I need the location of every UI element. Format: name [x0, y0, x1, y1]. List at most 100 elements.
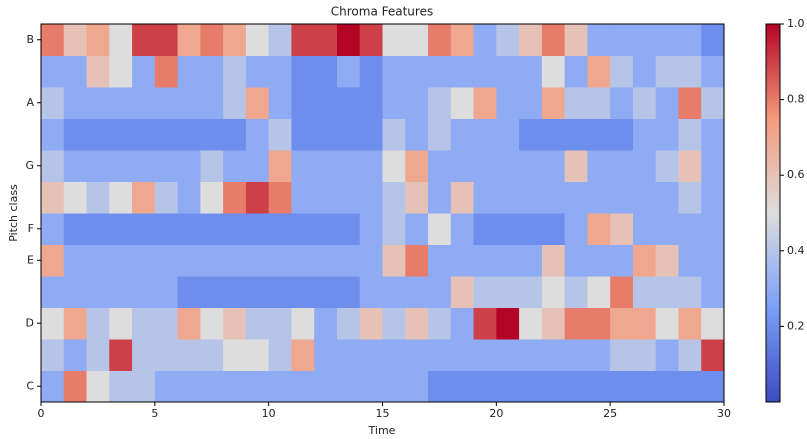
heatmap-cell	[109, 370, 133, 403]
heatmap-cell	[701, 24, 725, 56]
heatmap-cell	[268, 307, 292, 340]
heatmap-cell	[382, 244, 406, 277]
heatmap-cell	[177, 244, 201, 277]
colorbar-tick-label: 0.6	[787, 168, 805, 181]
heatmap-cell	[610, 370, 634, 403]
heatmap-cell	[655, 24, 679, 56]
heatmap-cell	[359, 118, 383, 151]
heatmap-cell	[587, 55, 611, 88]
heatmap-cell	[496, 339, 520, 371]
heatmap-cell	[223, 276, 247, 308]
heatmap-cell	[428, 244, 452, 277]
heatmap-cell	[245, 24, 270, 56]
heatmap-cell	[473, 150, 497, 182]
heatmap-cell	[587, 213, 611, 245]
heatmap-cell	[564, 24, 588, 56]
heatmap-cell	[314, 213, 338, 245]
heatmap-cell	[564, 150, 588, 182]
heatmap-cell	[632, 87, 657, 119]
heatmap-cell	[245, 370, 270, 403]
heatmap-cell	[154, 118, 179, 151]
heatmap-cell	[41, 307, 65, 340]
heatmap-cell	[678, 118, 702, 151]
heatmap-cell	[86, 55, 110, 88]
heatmap-cell	[405, 24, 429, 56]
heatmap-cell	[473, 87, 497, 119]
heatmap-cell	[405, 370, 429, 403]
heatmap-cell	[41, 87, 65, 119]
heatmap-cell	[200, 150, 224, 182]
heatmap-cell	[655, 370, 679, 403]
heatmap-cell	[200, 276, 224, 308]
heatmap-cell	[519, 276, 543, 308]
heatmap-cell	[519, 370, 543, 403]
heatmap-cell	[223, 24, 247, 56]
heatmap-cell	[519, 150, 543, 182]
heatmap-cell	[541, 307, 566, 340]
heatmap-cell	[587, 244, 611, 277]
heatmap-cell	[655, 55, 679, 88]
heatmap-cell	[41, 276, 65, 308]
heatmap-cell	[109, 276, 133, 308]
heatmap-cell	[428, 370, 452, 403]
heatmap-cell	[382, 150, 406, 182]
heatmap-cell	[314, 87, 338, 119]
heatmap-cell	[541, 339, 566, 371]
heatmap-cell	[177, 118, 201, 151]
heatmap-cell	[109, 244, 133, 277]
heatmap-cell	[632, 55, 657, 88]
heatmap-cell	[655, 213, 679, 245]
heatmap-cell	[86, 150, 110, 182]
heatmap-cell	[223, 118, 247, 151]
heatmap-cell	[632, 118, 657, 151]
heatmap-cell	[291, 181, 315, 214]
heatmap-cell	[268, 181, 292, 214]
heatmap-cell	[473, 307, 497, 340]
heatmap-cell	[655, 339, 679, 371]
heatmap-cell	[63, 244, 88, 277]
heatmap-cell	[291, 87, 315, 119]
heatmap-cell	[359, 150, 383, 182]
heatmap-cell	[382, 87, 406, 119]
heatmap-cell	[382, 24, 406, 56]
heatmap-cell	[610, 150, 634, 182]
heatmap-cell	[359, 244, 383, 277]
heatmap-cell	[359, 181, 383, 214]
heatmap-cell	[519, 339, 543, 371]
heatmap-cell	[223, 307, 247, 340]
y-tick-label: C	[26, 379, 34, 392]
heatmap-cell	[610, 87, 634, 119]
heatmap-cell	[678, 307, 702, 340]
heatmap-cell	[132, 150, 156, 182]
heatmap-cell	[382, 118, 406, 151]
heatmap-cell	[177, 276, 201, 308]
heatmap-cell	[610, 339, 634, 371]
heatmap-cell	[610, 276, 634, 308]
heatmap-cell	[701, 339, 725, 371]
heatmap-cell	[223, 339, 247, 371]
heatmap-cell	[450, 87, 475, 119]
heatmap-cell	[291, 244, 315, 277]
heatmap-cell	[109, 24, 133, 56]
heatmap-cell	[41, 370, 65, 403]
heatmap-cell	[359, 370, 383, 403]
heatmap-cell	[496, 87, 520, 119]
heatmap-cell	[314, 307, 338, 340]
heatmap-cell	[450, 339, 475, 371]
heatmap-cell	[41, 118, 65, 151]
heatmap-cell	[336, 24, 361, 56]
heatmap-cell	[678, 244, 702, 277]
heatmap-cell	[428, 213, 452, 245]
heatmap-cell	[86, 181, 110, 214]
heatmap-cell	[41, 213, 65, 245]
heatmap-cell	[86, 307, 110, 340]
heatmap-cell	[154, 181, 179, 214]
heatmap-cell	[154, 55, 179, 88]
heatmap-cell	[632, 181, 657, 214]
heatmap-cell	[359, 213, 383, 245]
heatmap-cell	[245, 213, 270, 245]
heatmap-cell	[200, 118, 224, 151]
heatmap-cell	[450, 181, 475, 214]
heatmap-cell	[382, 276, 406, 308]
